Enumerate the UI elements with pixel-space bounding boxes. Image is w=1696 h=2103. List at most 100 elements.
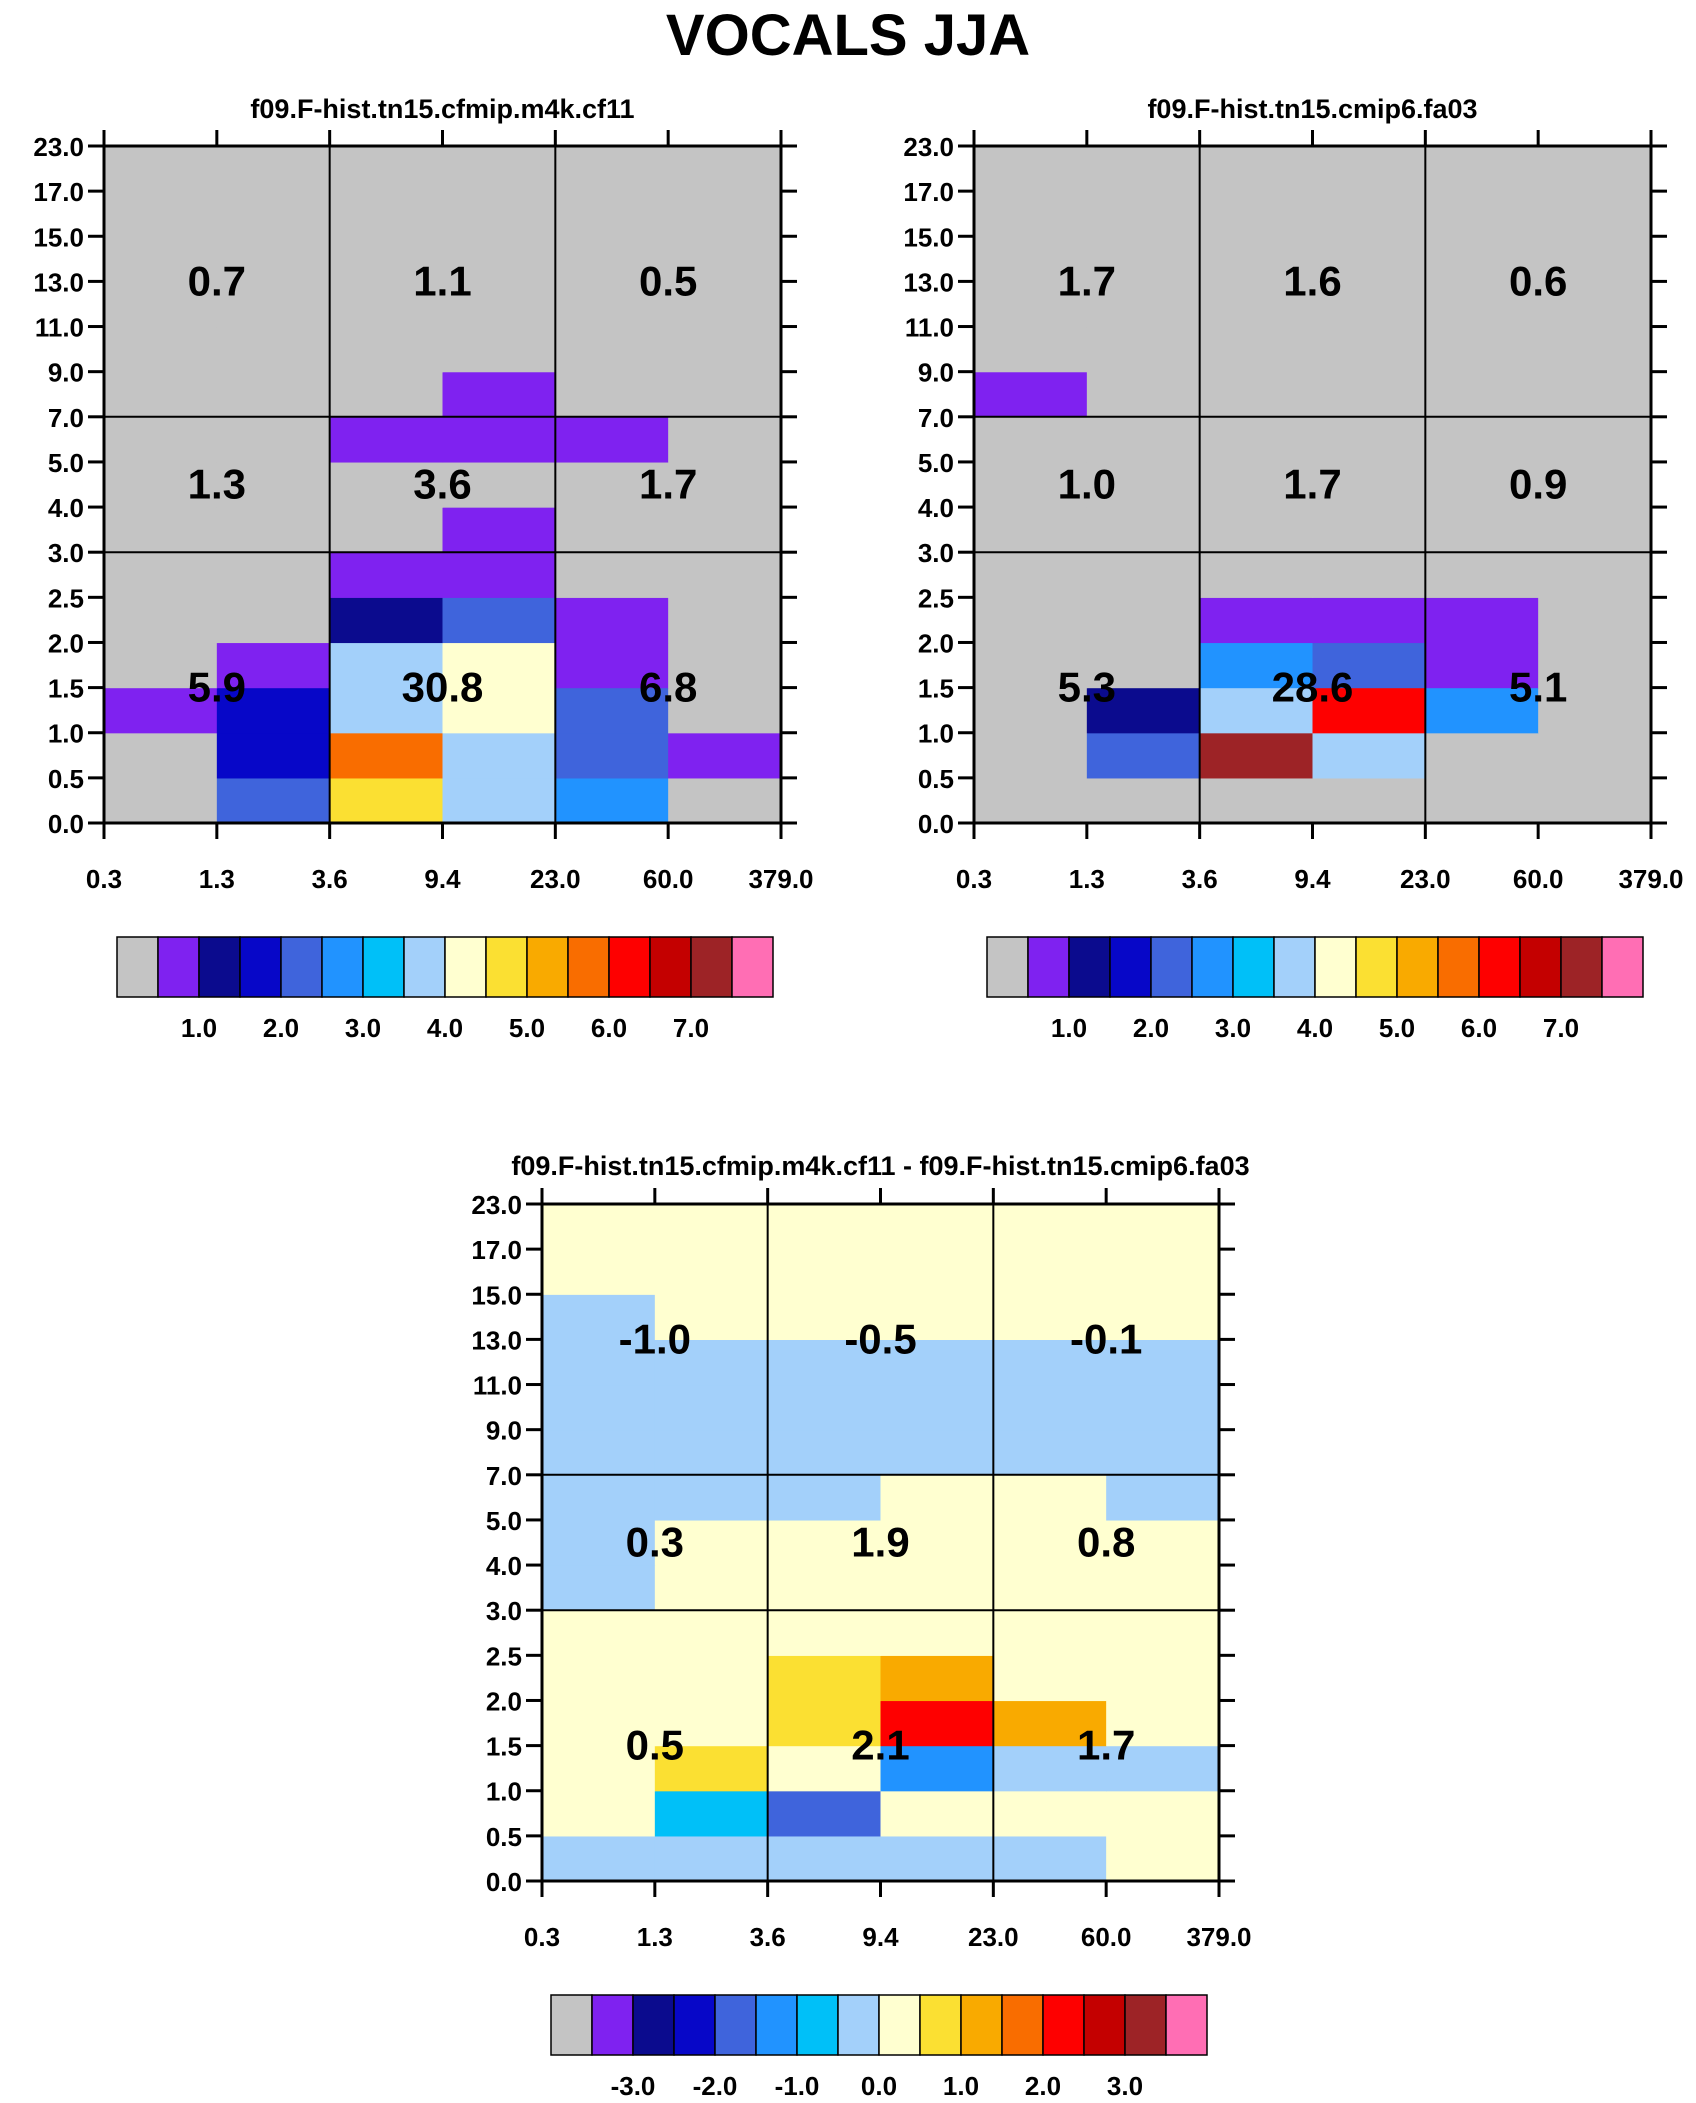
p3-cell [1106, 1249, 1220, 1295]
p1-cell [668, 642, 782, 689]
p1-cell [555, 552, 669, 598]
p1-cell [216, 146, 331, 192]
p1-cell [555, 642, 669, 689]
p2-cell [1086, 416, 1201, 463]
p2-region-value: 5.1 [1509, 664, 1567, 711]
p2-cell [1425, 326, 1539, 373]
figure-title: VOCALS JJA [665, 3, 1031, 68]
p1-cell [329, 326, 444, 373]
p3-y-tick-label: 7.0 [486, 1461, 522, 1491]
p2-cell [1199, 642, 1314, 689]
p2-cell [1425, 461, 1539, 508]
p3-cell [880, 1835, 994, 1882]
p3-cell [880, 1700, 994, 1747]
p1-cell [329, 732, 444, 779]
p2-cell [1425, 597, 1539, 644]
p1-region-value: 0.5 [639, 257, 697, 304]
p3-cell [767, 1294, 882, 1340]
p1-cell [442, 507, 556, 553]
p1-cell [329, 777, 444, 824]
p3-colorbar-box [1042, 1994, 1085, 2056]
p2-cell [974, 281, 1088, 328]
p2-cell [1086, 461, 1201, 508]
p1-y-tick-label: 0.0 [48, 809, 84, 839]
p2-cell [1086, 236, 1201, 282]
p3-colorbar-label: 1.0 [943, 2071, 979, 2101]
p1-colorbar-label: 7.0 [673, 1013, 709, 1043]
p1-cell [555, 236, 669, 282]
p3-cell [993, 1610, 1107, 1656]
p2-region-value: 0.6 [1509, 257, 1567, 304]
p1-cell [104, 416, 218, 463]
p3-cell [542, 1519, 656, 1566]
p2-cell [1312, 236, 1426, 282]
p1-colorbar-label: 5.0 [509, 1013, 545, 1043]
p2-cell [1199, 416, 1314, 463]
p2-colorbar-label: 6.0 [1461, 1013, 1497, 1043]
p2-cell [1538, 326, 1652, 373]
p2-y-tick-label: 9.0 [918, 358, 954, 388]
p2-region-value: 0.9 [1509, 461, 1567, 508]
p3-cell [542, 1429, 656, 1476]
p3-cell [542, 1339, 656, 1386]
p3-cell [654, 1519, 769, 1566]
p3-cell [880, 1249, 994, 1295]
p3-cell [993, 1519, 1107, 1566]
p2-y-tick-label: 1.5 [918, 674, 954, 704]
p3-cell [654, 1384, 769, 1431]
p2-colorbar-box [1314, 936, 1357, 998]
p1-cell [104, 281, 218, 328]
p3-cell [880, 1339, 994, 1386]
p2-cell [974, 326, 1088, 373]
p1-y-tick-label: 2.5 [48, 583, 84, 613]
p2-colorbar-box [1601, 936, 1644, 998]
p1-colorbar-box [280, 936, 323, 998]
p1-region-value: 0.7 [188, 257, 246, 304]
p2-cell [1312, 552, 1426, 598]
p2-cell [1538, 552, 1652, 598]
p3-cell [767, 1835, 882, 1882]
p3-cell [542, 1610, 656, 1656]
p1-cell [442, 687, 556, 734]
p2-colorbar-box [1068, 936, 1111, 998]
p1-y-tick-label: 9.0 [48, 358, 84, 388]
p1-cell [442, 461, 556, 508]
p1-y-tick-label: 13.0 [33, 267, 84, 297]
p2-cell [1312, 732, 1426, 779]
p3-cell [880, 1790, 994, 1837]
p3-colorbar-box [796, 1994, 839, 2056]
p2-cell [1312, 642, 1426, 689]
p1-region-value: 5.9 [188, 664, 246, 711]
p3-cell [1106, 1294, 1220, 1340]
p1-cell [104, 461, 218, 508]
p3-colorbar-label: 0.0 [861, 2071, 897, 2101]
p3-y-tick-label: 1.5 [486, 1732, 522, 1762]
p1-cell [668, 597, 782, 644]
p1-y-tick-label: 5.0 [48, 448, 84, 478]
p3-cell [767, 1745, 882, 1792]
p1-cell [555, 371, 669, 418]
p3-x-tick-label: 9.4 [862, 1922, 899, 1952]
p2-x-tick-label: 1.3 [1069, 864, 1105, 894]
p1-cell [104, 777, 218, 824]
p1-cell [104, 552, 218, 598]
p2-cell [1086, 371, 1201, 418]
p3-cell [1106, 1339, 1220, 1386]
p1-y-tick-label: 2.0 [48, 628, 84, 658]
p2-cell [1199, 461, 1314, 508]
p2-cell [1086, 281, 1201, 328]
p2-cell [1312, 597, 1426, 644]
p2-colorbar-label: 7.0 [1543, 1013, 1579, 1043]
p2-x-tick-label: 9.4 [1294, 864, 1331, 894]
p1-cell [668, 732, 782, 779]
p1-colorbar-box [157, 936, 200, 998]
p1-y-tick-label: 4.0 [48, 493, 84, 523]
p1-cell [329, 236, 444, 282]
p1-cell [442, 146, 556, 192]
p2-colorbar-box [1560, 936, 1603, 998]
p3-cell [767, 1204, 882, 1250]
p1-colorbar-label: 3.0 [345, 1013, 381, 1043]
p1-y-tick-label: 23.0 [33, 132, 84, 162]
p2-cell [1538, 597, 1652, 644]
